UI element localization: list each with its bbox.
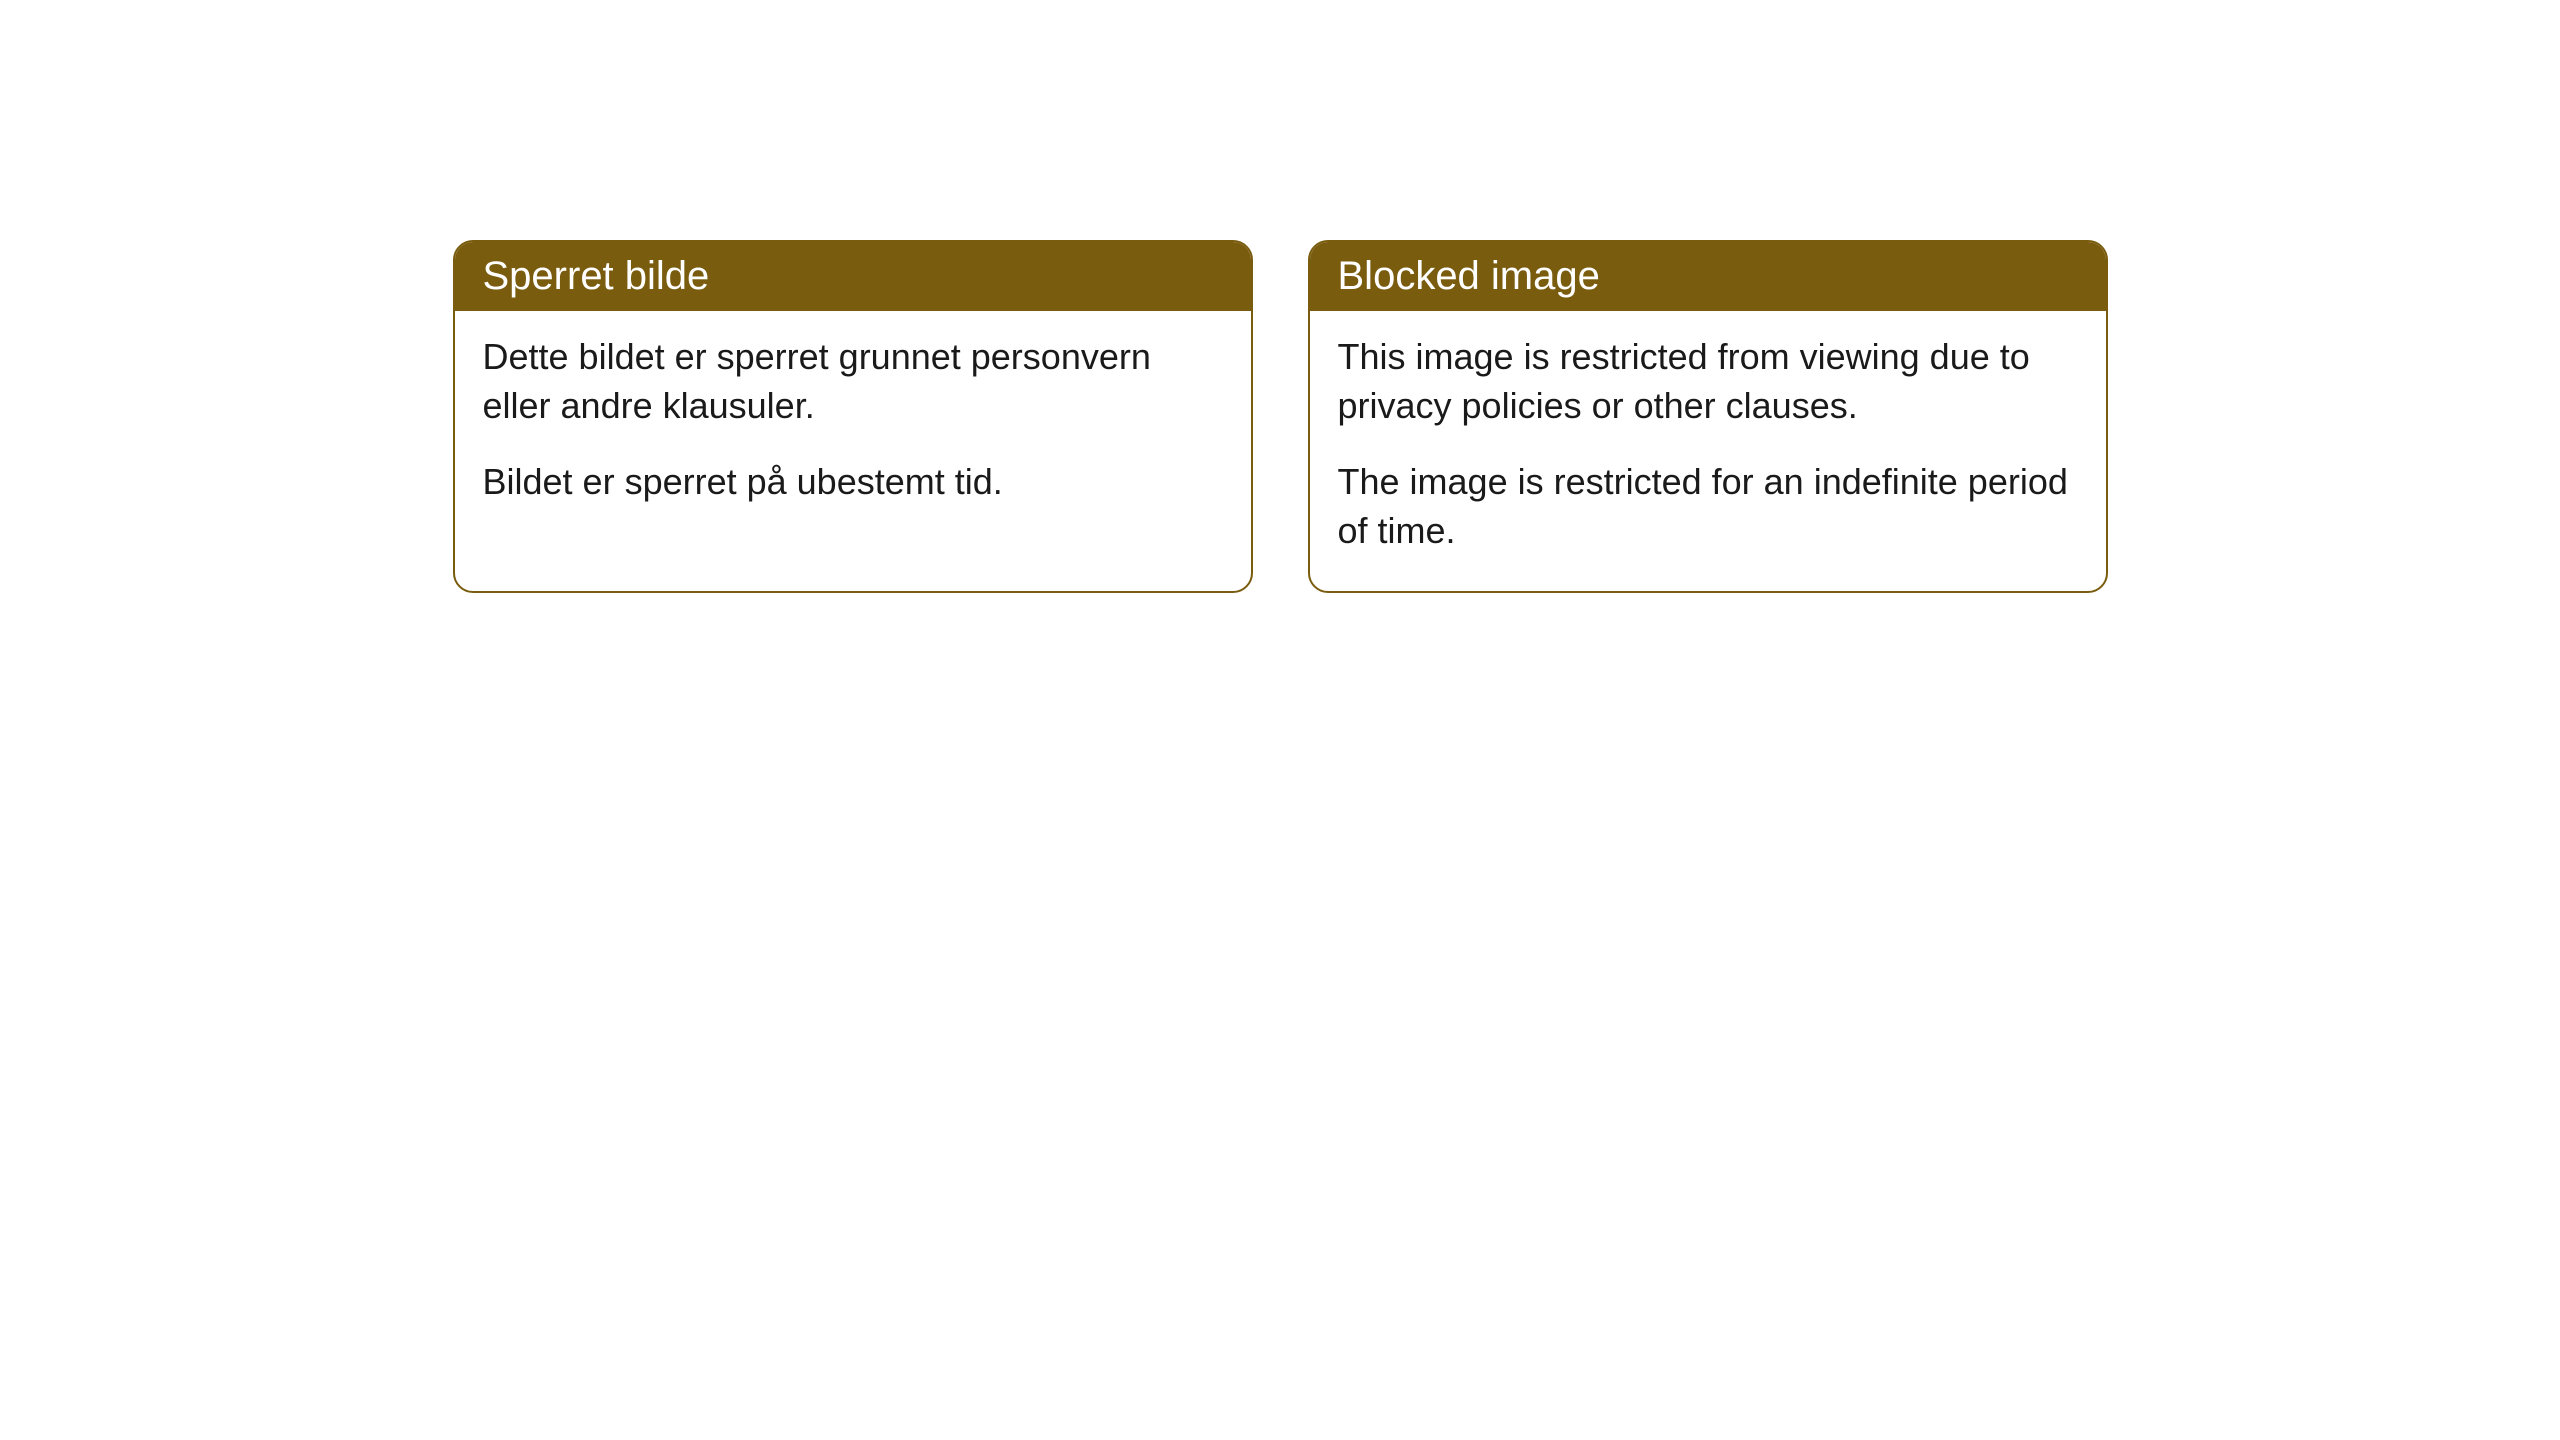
card-title: Blocked image [1338,254,1600,298]
card-body: This image is restricted from viewing du… [1310,311,2106,591]
blocked-image-card-english: Blocked image This image is restricted f… [1308,240,2108,593]
card-title: Sperret bilde [483,254,710,298]
card-body: Dette bildet er sperret grunnet personve… [455,311,1251,543]
card-paragraph: The image is restricted for an indefinit… [1338,458,2078,555]
notice-cards-container: Sperret bilde Dette bildet er sperret gr… [0,240,2560,593]
card-paragraph: This image is restricted from viewing du… [1338,333,2078,430]
card-header: Sperret bilde [455,242,1251,311]
card-header: Blocked image [1310,242,2106,311]
blocked-image-card-norwegian: Sperret bilde Dette bildet er sperret gr… [453,240,1253,593]
card-paragraph: Dette bildet er sperret grunnet personve… [483,333,1223,430]
card-paragraph: Bildet er sperret på ubestemt tid. [483,458,1223,507]
